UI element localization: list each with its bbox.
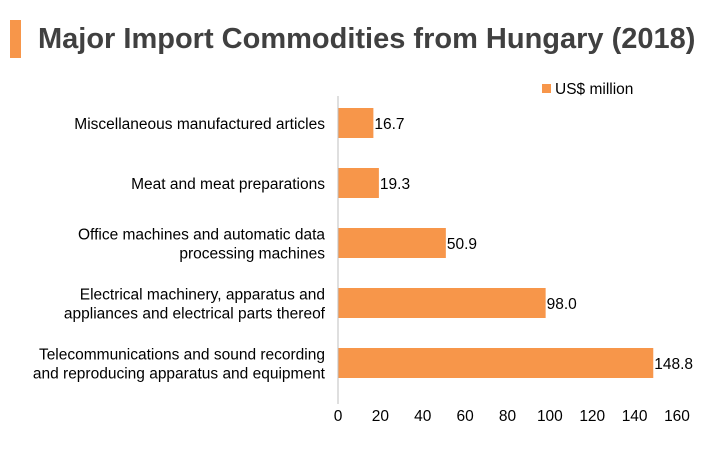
value-label: 19.3: [380, 176, 410, 193]
category-label: Miscellaneous manufactured articles: [74, 116, 325, 133]
x-tick-label: 80: [499, 408, 517, 425]
category-label: appliances and electrical parts thereof: [64, 306, 326, 323]
bars: [338, 108, 654, 378]
bar: [338, 288, 546, 318]
x-tick-label: 140: [622, 408, 648, 425]
category-label: Electrical machinery, apparatus and: [80, 287, 325, 304]
x-axis: 0 20 40 60 80 100 120 140 160: [334, 96, 690, 425]
bar: [338, 348, 654, 378]
legend-label: US$ million: [555, 81, 633, 98]
bar: [338, 108, 374, 138]
value-label: 98.0: [547, 296, 578, 313]
bar: [338, 168, 379, 198]
title-accent-bar: [10, 20, 21, 58]
value-labels: 16.7 19.3 50.9 98.0 148.8: [374, 116, 693, 373]
category-label: and reproducing apparatus and equipment: [33, 366, 326, 383]
category-label: Meat and meat preparations: [131, 176, 325, 193]
value-label: 16.7: [374, 116, 404, 133]
chart-title: Major Import Commodities from Hungary (2…: [38, 23, 696, 55]
x-tick-label: 0: [334, 408, 343, 425]
x-tick-label: 160: [664, 408, 690, 425]
category-label: Telecommunications and sound recording: [39, 347, 325, 364]
x-tick-label: 120: [579, 408, 605, 425]
bar: [338, 228, 446, 258]
category-labels: Miscellaneous manufactured articles Meat …: [33, 116, 326, 383]
x-tick-label: 100: [537, 408, 563, 425]
category-label: Office machines and automatic data: [78, 227, 325, 244]
x-tick-label: 60: [457, 408, 475, 425]
legend: US$ million: [542, 81, 633, 98]
legend-swatch: [542, 84, 551, 93]
x-tick-label: 20: [372, 408, 390, 425]
value-label: 148.8: [654, 356, 693, 373]
value-label: 50.9: [447, 236, 477, 253]
x-tick-label: 40: [414, 408, 432, 425]
category-label: processing machines: [179, 246, 325, 263]
